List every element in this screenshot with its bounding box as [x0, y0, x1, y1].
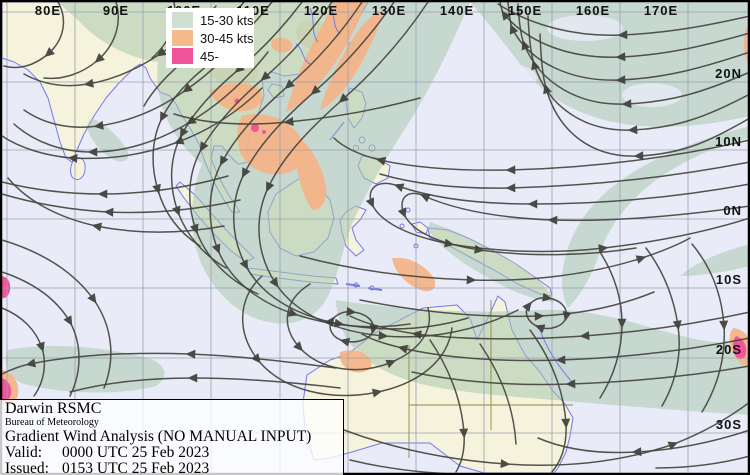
product-title: Gradient Wind Analysis (NO MANUAL INPUT) — [5, 428, 312, 445]
streamline — [3, 1, 65, 69]
wind-shading-30-45 — [286, 2, 366, 112]
lon-label-80E: 80E — [34, 3, 62, 18]
legend-item: 45- — [172, 47, 250, 65]
legend-item: 30-45 kts — [172, 29, 254, 47]
island — [405, 207, 411, 213]
info-box: Darwin RSMC Bureau of Meteorology Gradie… — [0, 399, 344, 475]
issued-value: 0153 UTC 25 Feb 2023 — [62, 460, 210, 475]
streamline — [189, 1, 333, 295]
streamline — [397, 192, 750, 256]
streamline — [655, 455, 750, 469]
lon-label-170E: 170E — [643, 3, 679, 18]
wind-shading-30-45 — [271, 37, 293, 53]
lat-label-30S: 30S — [715, 417, 742, 432]
wind-shading-45 — [251, 124, 259, 132]
lon-label-120E: 120E — [303, 3, 339, 18]
legend-label: 45- — [200, 48, 219, 64]
streamline — [361, 333, 750, 365]
wind-shading-45 — [262, 130, 266, 134]
bureau-name: Bureau of Meteorology — [5, 417, 99, 428]
lon-label-160E: 160E — [575, 3, 611, 18]
streamline — [1, 271, 80, 397]
wind-shading-45 — [2, 378, 12, 402]
light-wind-pocket — [547, 15, 623, 41]
streamline — [526, 298, 566, 329]
streamline — [343, 401, 750, 469]
lat-label-20S: 20S — [715, 342, 742, 357]
lon-label-130E: 130E — [371, 3, 407, 18]
wind-shading-45 — [732, 336, 747, 359]
streamline — [258, 1, 519, 341]
valid-label: Valid: — [5, 444, 43, 461]
issued-line: Issued: 0153 UTC 25 Feb 2023 — [5, 461, 343, 475]
light-wind-pocket — [453, 62, 537, 94]
wind-shading-15-30 — [680, 244, 750, 276]
legend-item: 15-30 kts — [172, 11, 254, 29]
lat-label-10N: 10N — [715, 134, 742, 149]
streamline — [43, 1, 119, 80]
streamline — [479, 343, 517, 445]
legend-swatch — [172, 12, 193, 28]
lon-label-140E: 140E — [439, 3, 475, 18]
wind-shading-30-45 — [320, 10, 384, 110]
issued-label: Issued: — [5, 460, 49, 475]
streamline — [691, 243, 729, 413]
lon-label-90E: 90E — [102, 3, 130, 18]
wind-shading-30-45 — [392, 257, 436, 292]
streamline — [599, 251, 627, 399]
legend-label: 15-30 kts — [200, 12, 254, 28]
valid-value: 0000 UTC 25 Feb 2023 — [62, 444, 210, 461]
lat-label-20N: 20N — [715, 66, 742, 81]
streamline — [1, 307, 46, 397]
streamline — [1, 87, 263, 163]
streamline — [1, 175, 229, 199]
legend-swatch — [172, 48, 193, 64]
streamline — [429, 339, 469, 473]
streamline — [349, 311, 750, 341]
island — [399, 223, 405, 229]
agency-name: Darwin RSMC — [5, 400, 102, 417]
legend: 15-30 kts 30-45 kts 45- — [166, 8, 254, 68]
valid-line: Valid: 0000 UTC 25 Feb 2023 — [5, 445, 343, 461]
lat-label-0N: 0N — [723, 203, 742, 218]
legend-label: 30-45 kts — [200, 30, 254, 46]
wind-shading-45 — [2, 276, 11, 299]
state-borders-layer — [408, 300, 573, 458]
streamline — [529, 329, 571, 473]
streamline — [411, 365, 750, 389]
river — [309, 7, 319, 43]
streamline — [299, 237, 691, 285]
streamline — [7, 177, 225, 233]
legend-swatch — [172, 30, 193, 46]
river — [329, 5, 341, 35]
state-border — [408, 300, 573, 458]
coastline-sri-lanka — [70, 157, 86, 181]
lat-label-10S: 10S — [715, 272, 742, 287]
streamline — [241, 275, 453, 398]
lon-label-150E: 150E — [507, 3, 543, 18]
streamline — [539, 33, 750, 161]
streamline — [330, 311, 373, 342]
